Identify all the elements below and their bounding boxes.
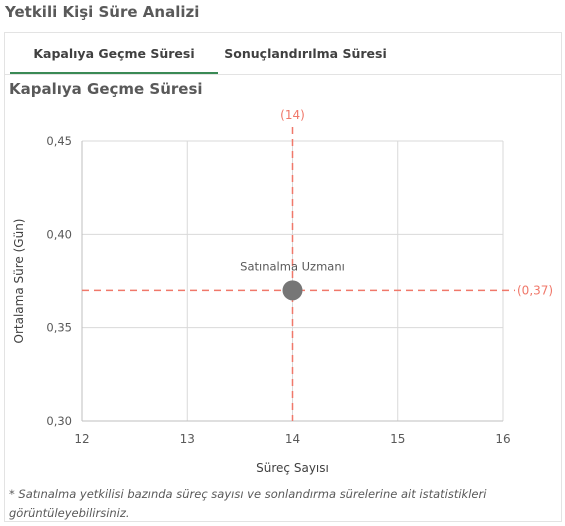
chart-title: Kapalıya Geçme Süresi	[9, 80, 203, 98]
analysis-panel: Kapalıya Geçme Süresi Sonuçlandırılma Sü…	[4, 32, 562, 522]
x-tick-label: 16	[495, 432, 510, 446]
data-point-label: Satınalma Uzmanı	[240, 259, 345, 273]
footnote: * Satınalma yetkilisi bazında süreç sayı…	[9, 487, 487, 520]
tab-kapaliya-gecme-suresi[interactable]: Kapalıya Geçme Süresi	[10, 33, 218, 74]
x-axis-title: Süreç Sayısı	[256, 461, 329, 475]
x-tick-label: 15	[390, 432, 405, 446]
scatter-chart[interactable]: 12 13 14 15 16 0,30 0,35 0,40 0,45 Süreç Sayısı Or…	[5, 33, 561, 483]
page-title: Yetkili Kişi Süre Analizi	[5, 3, 200, 21]
x-tick-label: 14	[285, 432, 300, 446]
y-tick-label: 0,45	[46, 134, 72, 148]
tab-sonuclandirilma-suresi[interactable]: Sonuçlandırılma Süresi	[224, 46, 387, 61]
y-tick-label: 0,35	[46, 321, 72, 335]
y-tick-label: 0,40	[46, 227, 72, 241]
x-tick-label: 13	[180, 432, 195, 446]
y-axis-title: Ortalama Süre (Gün)	[12, 219, 26, 344]
x-tick-label: 12	[74, 432, 89, 446]
y-tick-label: 0,30	[46, 414, 72, 428]
y-reference-label: (0,37)	[517, 283, 553, 297]
tab-bar: Kapalıya Geçme Süresi Sonuçlandırılma Sü…	[5, 33, 561, 75]
x-reference-label: (14)	[280, 108, 305, 122]
data-point[interactable]	[282, 280, 303, 301]
